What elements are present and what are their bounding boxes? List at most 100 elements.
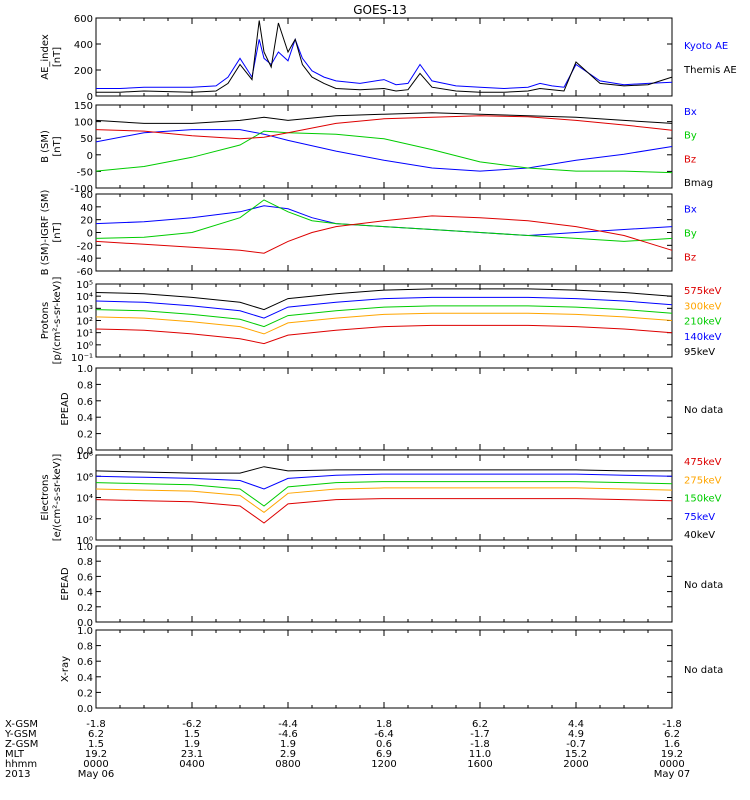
- no-data-note: No data: [684, 405, 723, 416]
- panel-frame: [95, 545, 673, 623]
- orbit-value: 1600: [467, 759, 492, 770]
- panel-xray: 1.0 0.8 0.6 0.4 0.2 0.0 X-ray No data: [60, 626, 723, 715]
- y-tick-label: 10⁻¹: [71, 353, 93, 364]
- orbit-value: 0000: [83, 759, 108, 770]
- legend-140kev: 140keV: [684, 332, 722, 343]
- series-line-40kev: [95, 466, 672, 474]
- orbit-row-label: MLT: [5, 749, 25, 760]
- legend-bx: Bx: [684, 205, 697, 216]
- legend-by: By: [684, 131, 697, 142]
- legend-475kev: 475keV: [684, 457, 722, 468]
- series-line-by: [95, 130, 673, 174]
- orbit-value: 6.2: [472, 719, 488, 730]
- series-line-bz: [95, 115, 673, 140]
- series-line-275kev: [95, 487, 673, 514]
- orbit-value: 19.2: [661, 749, 683, 760]
- legend-bx: Bx: [684, 107, 697, 118]
- y-tick-label: 20: [80, 216, 93, 227]
- y-tick-label: 0.8: [77, 557, 93, 568]
- y-axis-label: [nT]: [52, 47, 63, 67]
- series-line-575kev: [95, 324, 673, 345]
- orbit-value: 19.2: [85, 749, 107, 760]
- series-line-bz: [95, 215, 673, 254]
- orbit-value: 0400: [179, 759, 204, 770]
- orbit-value: 1.9: [184, 739, 200, 750]
- y-tick-label: 10⁵: [76, 280, 93, 291]
- y-axis-label: EPEAD: [60, 392, 71, 426]
- y-tick-label: -50: [77, 167, 93, 178]
- orbit-value: 23.1: [181, 749, 203, 760]
- y-tick-label: 10⁴: [76, 292, 93, 303]
- orbit-value: -1.8: [86, 719, 106, 730]
- orbit-row-label: hhmm: [5, 759, 37, 770]
- orbit-value: 1.9: [280, 739, 296, 750]
- y-tick-label: 200: [74, 66, 93, 77]
- y-tick-label: -60: [77, 267, 93, 278]
- legend-95kev: 95keV: [684, 347, 715, 358]
- y-tick-label: -20: [77, 241, 93, 252]
- y-axis-label: EPEAD: [60, 567, 71, 601]
- y-tick-label: 10⁴: [76, 494, 93, 505]
- series-line-by: [95, 199, 673, 242]
- series-line-bmag: [95, 112, 673, 124]
- orbit-value: 2000: [563, 759, 588, 770]
- series-line-75kev: [95, 473, 673, 490]
- series-line-210kev: [95, 305, 673, 328]
- y-axis-label: Protons: [40, 302, 51, 339]
- orbit-value: 1.5: [184, 729, 200, 740]
- orbit-value: -1.8: [662, 719, 682, 730]
- no-data-note: No data: [684, 580, 723, 591]
- orbit-value: 15.2: [565, 749, 587, 760]
- no-data-note: No data: [684, 665, 723, 676]
- y-tick-label: 0.2: [77, 603, 93, 614]
- y-tick-label: 40: [80, 203, 93, 214]
- series-line-bx: [95, 129, 673, 172]
- orbit-value: 0800: [275, 759, 300, 770]
- series-line-300kev: [95, 312, 673, 335]
- legend-40kev: 40keV: [684, 530, 715, 541]
- y-axis-label: [nT]: [52, 136, 63, 156]
- orbit-value: 1.6: [664, 739, 680, 750]
- y-tick-label: 0.6: [77, 572, 93, 583]
- panel-frame: [95, 17, 673, 97]
- y-tick-label: 0.0: [77, 446, 93, 457]
- orbit-row-label: Y-GSM: [4, 729, 37, 740]
- y-tick-label: 100: [74, 118, 93, 129]
- y-axis-label: [e/(cm²-s-sr-keV)]: [52, 454, 63, 542]
- legend-bz: Bz: [684, 253, 696, 264]
- series-line-kyoto-ae: [96, 37, 673, 90]
- y-tick-label: 0.2: [77, 430, 93, 441]
- y-axis-label: X-ray: [60, 656, 71, 682]
- orbit-value: 6.9: [376, 749, 392, 760]
- legend-575kev: 575keV: [684, 286, 722, 297]
- panel-frame: [95, 629, 673, 709]
- y-axis-label: Electrons: [40, 474, 51, 520]
- orbit-value: 6.2: [664, 729, 680, 740]
- y-tick-label: -100: [70, 184, 93, 195]
- legend-bmag: Bmag: [684, 178, 713, 189]
- orbit-value: 11.0: [469, 749, 491, 760]
- panel-frame: [95, 367, 673, 451]
- y-tick-label: 10⁸: [76, 451, 93, 462]
- panel-epead2: 1.0 0.8 0.6 0.4 0.2 0.0 EPEAD No data: [60, 542, 723, 629]
- panel-frame: [95, 454, 673, 541]
- y-tick-label: 0.2: [77, 688, 93, 699]
- y-tick-label: 0: [87, 92, 93, 103]
- y-tick-label: 10³: [76, 304, 93, 315]
- panel-ae: 600 400 200 0 AE_index [nT] Kyoto AE Themis AE: [40, 14, 737, 103]
- y-tick-label: 1.0: [77, 542, 93, 553]
- legend-150kev: 150keV: [684, 494, 722, 505]
- panel-bsm: 150 100 50 0 -50 -100 B (SM) [nT] Bx By Bz Bmag: [40, 101, 713, 195]
- orbit-value: -1.7: [470, 729, 490, 740]
- y-tick-label: 0.6: [77, 397, 93, 408]
- orbit-table: X-GSM -1.8 -6.2 -4.4 1.8 6.2 4.4 -1.8Y-GSM 6.2 1.…: [4, 719, 690, 780]
- orbit-value: 2.9: [280, 749, 296, 760]
- y-tick-label: 0.0: [77, 618, 93, 629]
- series-line-140kev: [95, 296, 673, 319]
- orbit-value: 1.8: [376, 719, 392, 730]
- y-tick-label: 0.4: [77, 413, 93, 424]
- orbit-value: -6.2: [182, 719, 202, 730]
- orbit-value: May 06: [78, 769, 115, 780]
